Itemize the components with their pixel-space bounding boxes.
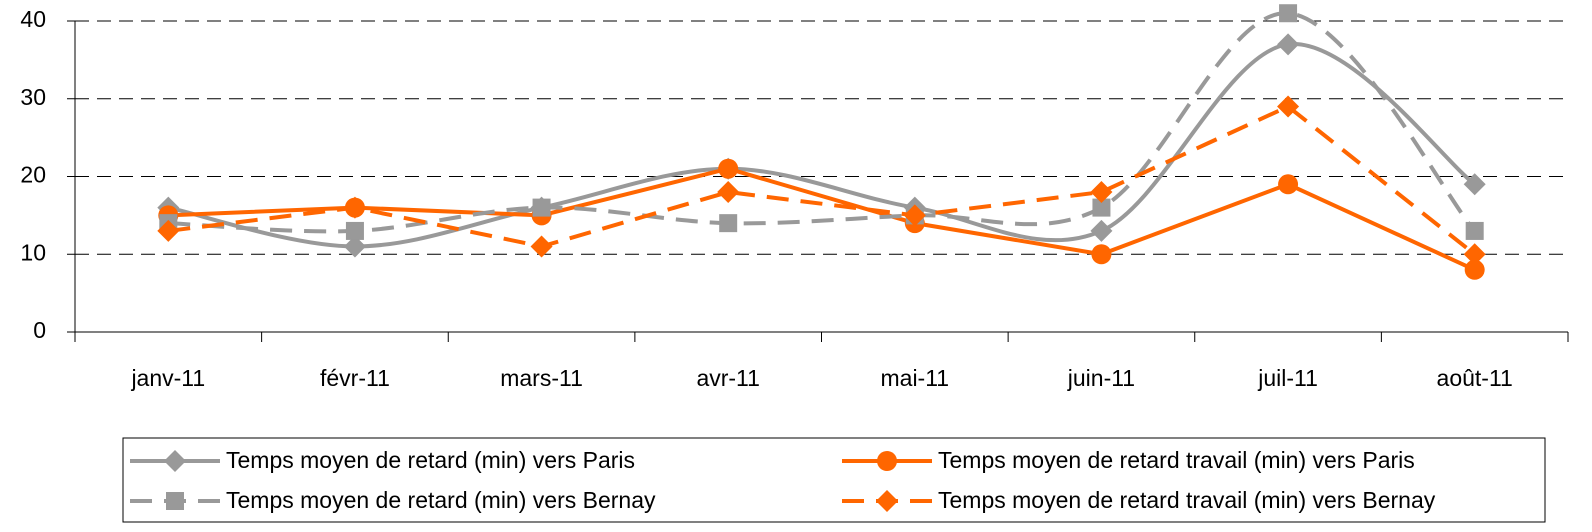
marker: [157, 219, 180, 242]
legend-marker: [164, 450, 186, 472]
x-tick-label: juin-11: [1067, 365, 1135, 391]
y-tick-label: 10: [20, 239, 46, 265]
series-line: [168, 166, 1476, 272]
x-tick-label: févr-11: [320, 365, 390, 391]
marker: [343, 196, 366, 219]
y-tick-label: 40: [20, 6, 46, 32]
x-tick-label: août-11: [1437, 365, 1513, 391]
x-tick-label: juil-11: [1257, 365, 1318, 391]
series-line: [167, 42, 1476, 249]
marker: [532, 198, 551, 217]
y-tick-label: 0: [33, 317, 46, 343]
series-line: [168, 104, 1476, 256]
series-line: [168, 11, 1477, 234]
marker: [1090, 181, 1113, 204]
marker: [903, 204, 926, 227]
legend-label: Temps moyen de retard travail (min) vers…: [938, 487, 1436, 513]
x-tick-label: avr-11: [696, 365, 760, 391]
y-tick-label: 30: [20, 84, 46, 110]
legend-label: Temps moyen de retard travail (min) vers…: [938, 447, 1415, 473]
marker: [1464, 259, 1485, 280]
marker: [719, 214, 738, 233]
legend-box: [122, 437, 1546, 523]
marker: [530, 235, 553, 258]
marker: [718, 158, 739, 179]
marker: [343, 235, 366, 258]
marker: [1092, 198, 1111, 217]
marker: [1277, 33, 1300, 56]
marker: [1279, 4, 1298, 23]
legend-marker: [876, 490, 898, 512]
legend-label: Temps moyen de retard (min) vers Paris: [226, 447, 635, 473]
marker: [1465, 221, 1484, 240]
marker: [1278, 174, 1299, 195]
x-tick-label: mai-11: [881, 365, 950, 391]
marker: [345, 221, 364, 240]
x-tick-label: mars-11: [500, 365, 583, 391]
y-tick-label: 20: [20, 162, 46, 188]
legend-marker: [877, 451, 897, 471]
x-tick-label: janv-11: [130, 365, 205, 391]
marker: [1277, 95, 1300, 118]
marker: [717, 181, 740, 204]
legend-label: Temps moyen de retard (min) vers Bernay: [226, 487, 656, 513]
legend-marker: [166, 492, 184, 510]
marker: [1091, 244, 1112, 265]
marker: [1090, 219, 1113, 242]
marker: [1463, 173, 1486, 196]
marker: [1463, 243, 1486, 266]
